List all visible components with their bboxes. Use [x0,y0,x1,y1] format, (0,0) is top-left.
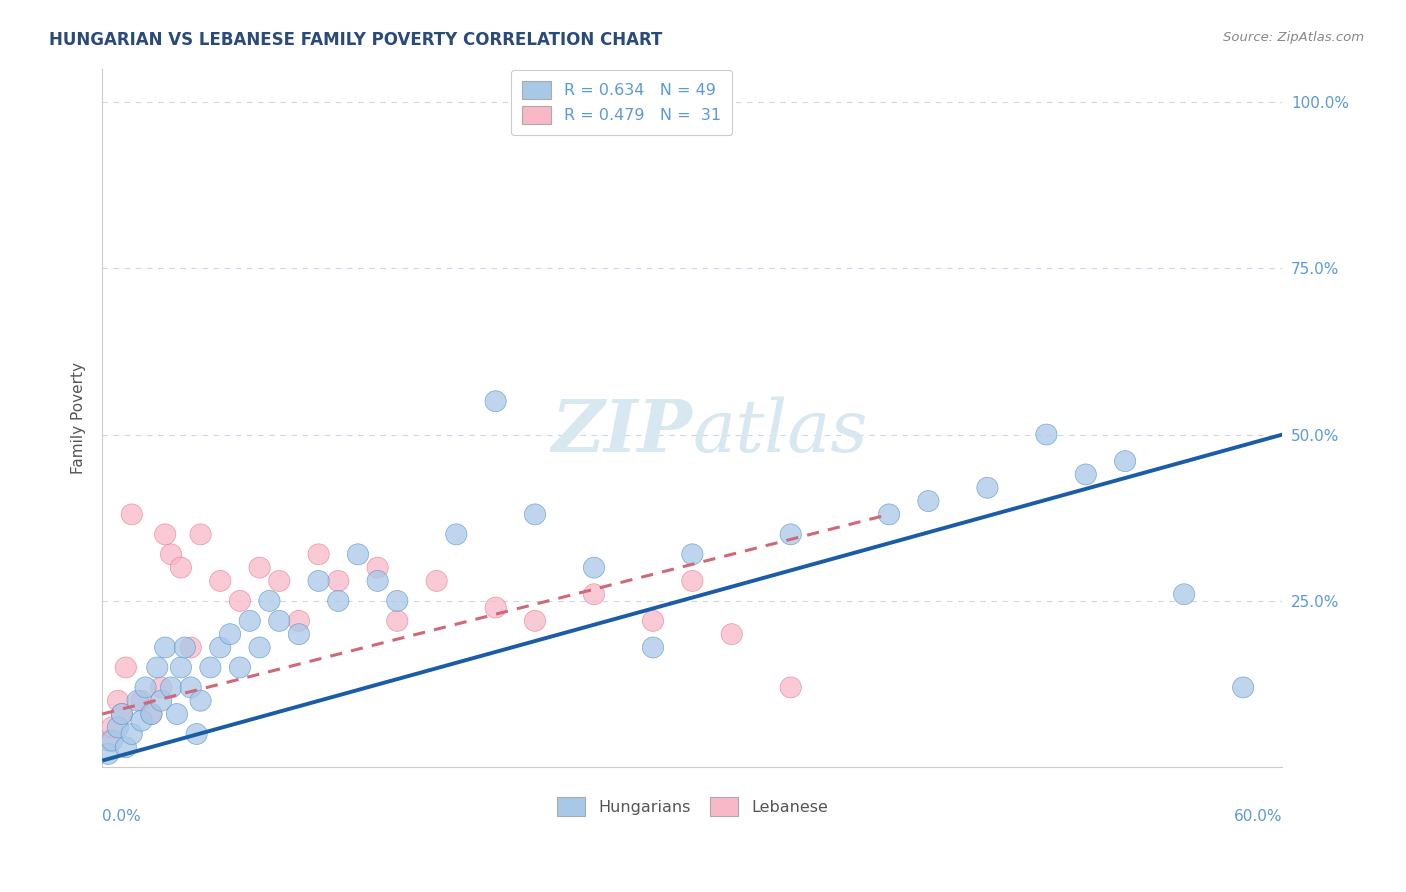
Legend: Hungarians, Lebanese: Hungarians, Lebanese [550,791,835,822]
Text: ZIP: ZIP [551,396,692,467]
Text: 0.0%: 0.0% [103,809,141,824]
Text: Source: ZipAtlas.com: Source: ZipAtlas.com [1223,31,1364,45]
Text: atlas: atlas [692,397,868,467]
Text: HUNGARIAN VS LEBANESE FAMILY POVERTY CORRELATION CHART: HUNGARIAN VS LEBANESE FAMILY POVERTY COR… [49,31,662,49]
Y-axis label: Family Poverty: Family Poverty [72,362,86,474]
Text: 60.0%: 60.0% [1234,809,1282,824]
